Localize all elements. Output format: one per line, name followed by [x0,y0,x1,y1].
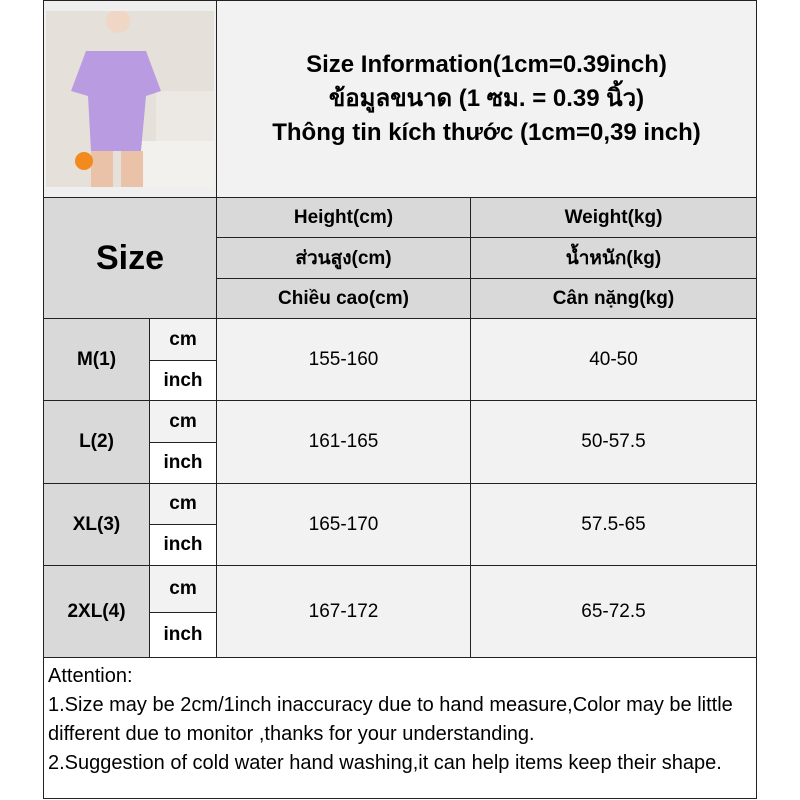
unit-cm: cm [149,483,217,525]
size-label: M(1) [43,318,150,401]
unit-cm: cm [149,400,217,443]
unit-cm: cm [149,318,217,361]
unit-inch: inch [149,612,217,658]
attention-heading: Attention: [48,665,133,687]
weight-value: 65-72.5 [470,565,757,658]
weight-header-th: น้ำหนัก(kg) [470,237,757,279]
size-label: L(2) [43,400,150,484]
title-vietnamese: Thông tin kích thước (1cm=0,39 inch) [272,119,701,146]
height-value: 165-170 [216,483,471,566]
weight-value: 40-50 [470,318,757,401]
size-label: 2XL(4) [43,565,150,658]
unit-cm: cm [149,565,217,613]
weight-value: 57.5-65 [470,483,757,566]
unit-inch: inch [149,360,217,401]
size-information-title: Size Information(1cm=0.39inch) ข้อมูลขนา… [216,0,757,198]
height-header-vi: Chiều cao(cm) [216,278,471,319]
attention-notes: Attention: 1.Size may be 2cm/1inch inacc… [43,657,757,799]
product-photo [46,11,214,187]
unit-inch: inch [149,442,217,484]
product-photo-cell [43,0,217,198]
title-thai: ข้อมูลขนาด (1 ซม. = 0.39 นิ้ว) [328,85,645,112]
attention-note-1: 1.Size may be 2cm/1inch inaccuracy due t… [48,694,733,745]
height-header-en: Height(cm) [216,197,471,238]
height-value: 161-165 [216,400,471,484]
size-label: XL(3) [43,483,150,566]
height-value: 167-172 [216,565,471,658]
attention-note-2: 2.Suggestion of cold water hand washing,… [48,752,722,774]
unit-inch: inch [149,524,217,566]
height-header-th: ส่วนสูง(cm) [216,237,471,279]
weight-header-vi: Cân nặng(kg) [470,278,757,319]
weight-header-en: Weight(kg) [470,197,757,238]
title-english: Size Information(1cm=0.39inch) [306,51,667,78]
size-header: Size [43,197,217,319]
weight-value: 50-57.5 [470,400,757,484]
height-value: 155-160 [216,318,471,401]
